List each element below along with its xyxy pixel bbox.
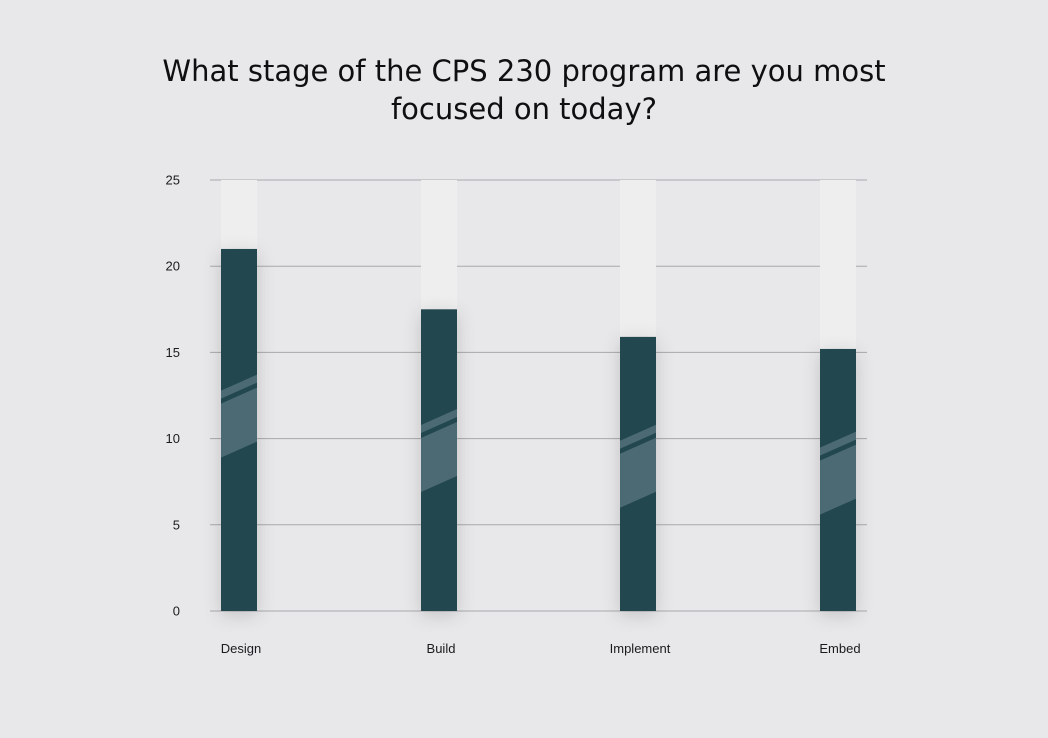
- bar-stripe-thin-embed: [820, 431, 856, 456]
- y-tick-label-25: 25: [166, 173, 180, 188]
- bar-stripe-thin-design: [221, 374, 257, 399]
- bar-stripe-thick-embed: [820, 444, 856, 515]
- bar-group-design: [221, 180, 257, 611]
- bar-stripe-thin-implement: [620, 424, 656, 449]
- x-tick-label-design: Design: [221, 641, 261, 656]
- bar-group-embed: [820, 180, 856, 611]
- x-tick-label-implement: Implement: [610, 641, 671, 656]
- bars-layer: [221, 180, 856, 611]
- x-axis-labels: Design Build Implement Embed: [221, 641, 861, 656]
- bar-group-implement: [620, 180, 656, 611]
- y-tick-label-10: 10: [166, 431, 180, 446]
- y-tick-label-15: 15: [166, 345, 180, 360]
- x-tick-label-embed: Embed: [819, 641, 860, 656]
- y-tick-label-0: 0: [173, 604, 180, 619]
- y-tick-label-20: 20: [166, 259, 180, 274]
- bar-group-build: [421, 180, 457, 611]
- chart-title: What stage of the CPS 230 program are yo…: [162, 54, 886, 126]
- x-tick-label-build: Build: [427, 641, 456, 656]
- y-tick-label-5: 5: [173, 517, 180, 532]
- bar-stripe-thick-design: [221, 387, 257, 458]
- bar-stripe-thin-build: [421, 409, 457, 434]
- bar-stripe-thick-build: [421, 422, 457, 493]
- y-axis-ticks: 0 5 10 15 20 25: [166, 173, 180, 619]
- bar-stripe-thick-implement: [620, 437, 656, 508]
- grid-layer: [210, 179, 867, 612]
